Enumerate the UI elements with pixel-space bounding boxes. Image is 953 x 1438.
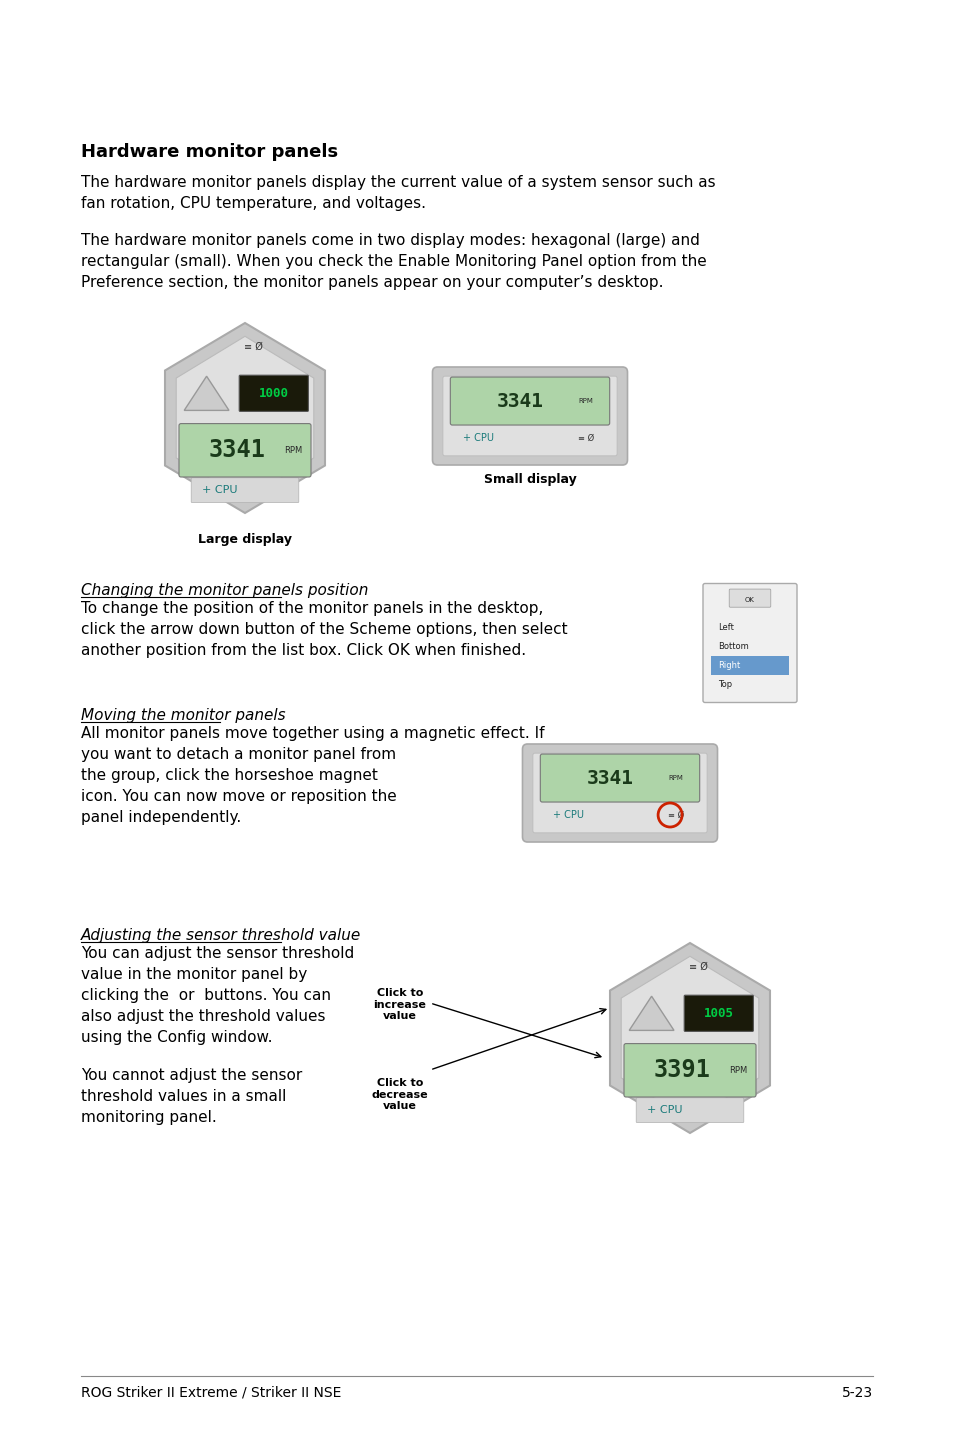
FancyBboxPatch shape [728, 590, 770, 607]
Text: 3341: 3341 [587, 768, 634, 788]
Text: Hardware monitor panels: Hardware monitor panels [81, 142, 337, 161]
Text: + CPU: + CPU [646, 1106, 681, 1116]
Text: 3391: 3391 [653, 1058, 710, 1083]
Text: RPM: RPM [284, 446, 302, 454]
Text: Click to
decrease
value: Click to decrease value [372, 1078, 428, 1112]
Polygon shape [165, 324, 325, 513]
Text: RPM: RPM [728, 1066, 746, 1074]
FancyBboxPatch shape [702, 584, 796, 703]
Text: Click to
increase
value: Click to increase value [374, 988, 426, 1021]
Polygon shape [176, 336, 314, 499]
Text: Moving the monitor panels: Moving the monitor panels [81, 707, 285, 723]
FancyBboxPatch shape [239, 375, 308, 411]
Text: Right: Right [718, 661, 740, 670]
FancyBboxPatch shape [623, 1044, 755, 1097]
Text: You can adjust the sensor threshold
value in the monitor panel by
clicking the  : You can adjust the sensor threshold valu… [81, 946, 354, 1045]
Text: Left: Left [718, 623, 734, 631]
Text: 3341: 3341 [209, 439, 265, 462]
FancyBboxPatch shape [711, 656, 788, 676]
Text: The hardware monitor panels display the current value of a system sensor such as: The hardware monitor panels display the … [81, 175, 715, 211]
Text: All monitor panels move together using a magnetic effect. If
you want to detach : All monitor panels move together using a… [81, 726, 544, 825]
Text: 1005: 1005 [703, 1007, 733, 1020]
Polygon shape [184, 377, 229, 410]
Text: ROG Striker II Extreme / Striker II NSE: ROG Striker II Extreme / Striker II NSE [81, 1386, 341, 1401]
Text: Small display: Small display [483, 473, 576, 486]
FancyBboxPatch shape [636, 1097, 743, 1123]
Text: The hardware monitor panels come in two display modes: hexagonal (large) and
rec: The hardware monitor panels come in two … [81, 233, 706, 290]
Polygon shape [629, 997, 673, 1031]
Text: 1000: 1000 [258, 387, 289, 400]
FancyBboxPatch shape [533, 754, 706, 833]
Text: + CPU: + CPU [463, 433, 494, 443]
Text: You cannot adjust the sensor
threshold values in a small
monitoring panel.: You cannot adjust the sensor threshold v… [81, 1068, 302, 1125]
Text: Large display: Large display [198, 533, 292, 546]
Text: ≡ Ø: ≡ Ø [578, 433, 594, 443]
FancyBboxPatch shape [522, 743, 717, 843]
Text: + CPU: + CPU [553, 810, 584, 820]
Text: + CPU: + CPU [202, 485, 237, 495]
Text: Changing the monitor panels position: Changing the monitor panels position [81, 582, 368, 598]
Text: To change the position of the monitor panels in the desktop,
click the arrow dow: To change the position of the monitor pa… [81, 601, 567, 659]
Text: RPM: RPM [667, 775, 682, 781]
Polygon shape [609, 943, 769, 1133]
FancyBboxPatch shape [179, 424, 311, 477]
Text: ≡ Ø: ≡ Ø [688, 962, 707, 972]
FancyBboxPatch shape [539, 754, 699, 802]
Text: RPM: RPM [578, 398, 593, 404]
Text: ≡ Ø: ≡ Ø [667, 811, 683, 820]
Text: ≡ Ø: ≡ Ø [243, 342, 262, 352]
Text: 3341: 3341 [497, 391, 543, 410]
FancyBboxPatch shape [191, 477, 298, 503]
Text: 5-23: 5-23 [841, 1386, 872, 1401]
FancyBboxPatch shape [683, 995, 753, 1031]
FancyBboxPatch shape [442, 377, 617, 456]
Text: Top: Top [718, 680, 732, 689]
Text: Adjusting the sensor threshold value: Adjusting the sensor threshold value [81, 928, 361, 943]
Text: OK: OK [744, 597, 754, 603]
FancyBboxPatch shape [432, 367, 627, 464]
FancyBboxPatch shape [450, 377, 609, 426]
Text: Bottom: Bottom [718, 641, 748, 651]
Polygon shape [620, 956, 758, 1120]
